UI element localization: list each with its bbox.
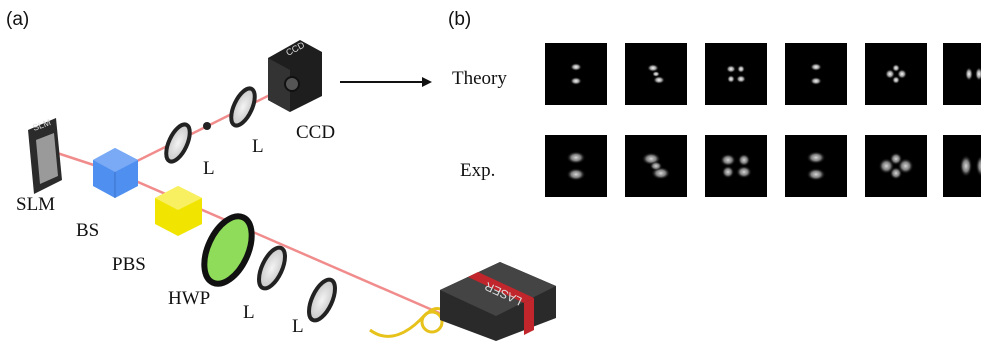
intensity-lobe: [736, 166, 752, 179]
slm: SLM: [28, 117, 62, 194]
intensity-lobe: [738, 154, 751, 167]
intensity-lobe: [810, 63, 822, 71]
intensity-lobe: [650, 161, 663, 171]
intensity-lobe: [965, 67, 973, 81]
mode-image: [785, 43, 847, 105]
mode-image: [545, 43, 607, 105]
intensity-lobe: [892, 76, 900, 84]
lens-label: L: [203, 158, 215, 179]
intensity-lobe: [722, 166, 735, 179]
bs-label: BS: [76, 220, 99, 241]
row-label: Exp.: [460, 160, 495, 181]
mode-image: [545, 135, 607, 197]
intensity-lobe: [570, 63, 582, 71]
intensity-lobe: [890, 152, 903, 165]
hwp: [195, 209, 262, 291]
lens: [254, 244, 291, 292]
figure: SLM CCD LASER (a) CCD SLM BS PBS HWP L L: [0, 0, 981, 341]
arrow-head: [422, 77, 432, 87]
pinhole: [203, 122, 211, 130]
laser: LASER: [440, 262, 556, 341]
intensity-lobe: [647, 64, 659, 72]
fiber-loop: [422, 312, 442, 332]
lens-label: L: [292, 316, 304, 337]
ccd-label: CCD: [296, 122, 335, 143]
mode-image: [865, 135, 927, 197]
ccd-camera: CCD: [268, 40, 322, 112]
intensity-lobe: [892, 64, 900, 72]
intensity-lobe: [960, 155, 973, 177]
intensity-lobe: [566, 168, 585, 181]
lens: [161, 121, 194, 165]
hwp-label: HWP: [168, 288, 210, 309]
intensity-lobe: [890, 167, 903, 180]
intensity-lobe: [566, 151, 585, 164]
intensity-lobe: [806, 151, 825, 164]
intensity-lobe: [720, 154, 736, 167]
bs-cube: [93, 148, 138, 198]
intensity-lobe: [652, 71, 660, 77]
mode-image: [865, 43, 927, 105]
intensity-lobe: [653, 76, 665, 84]
panel-label: (a): [6, 9, 29, 30]
lens-label: L: [243, 302, 255, 323]
row-label: Theory: [452, 68, 507, 89]
intensity-lobe: [810, 77, 822, 85]
intensity-lobe: [570, 77, 582, 85]
lens: [226, 85, 259, 129]
image-grid: [545, 43, 981, 197]
intensity-lobe: [727, 75, 735, 83]
intensity-lobe: [806, 168, 825, 181]
mode-image: [705, 43, 767, 105]
pbs-label: PBS: [112, 254, 146, 275]
panel-label: (b): [448, 9, 471, 30]
lens-label: L: [252, 136, 264, 157]
intensity-lobe: [736, 75, 746, 83]
intensity-lobe: [737, 65, 745, 73]
slm-label: SLM: [16, 194, 55, 215]
mode-image: [705, 135, 767, 197]
mode-image: [785, 135, 847, 197]
intensity-lobe: [726, 65, 736, 73]
lens: [304, 276, 341, 324]
beams: [48, 84, 460, 322]
